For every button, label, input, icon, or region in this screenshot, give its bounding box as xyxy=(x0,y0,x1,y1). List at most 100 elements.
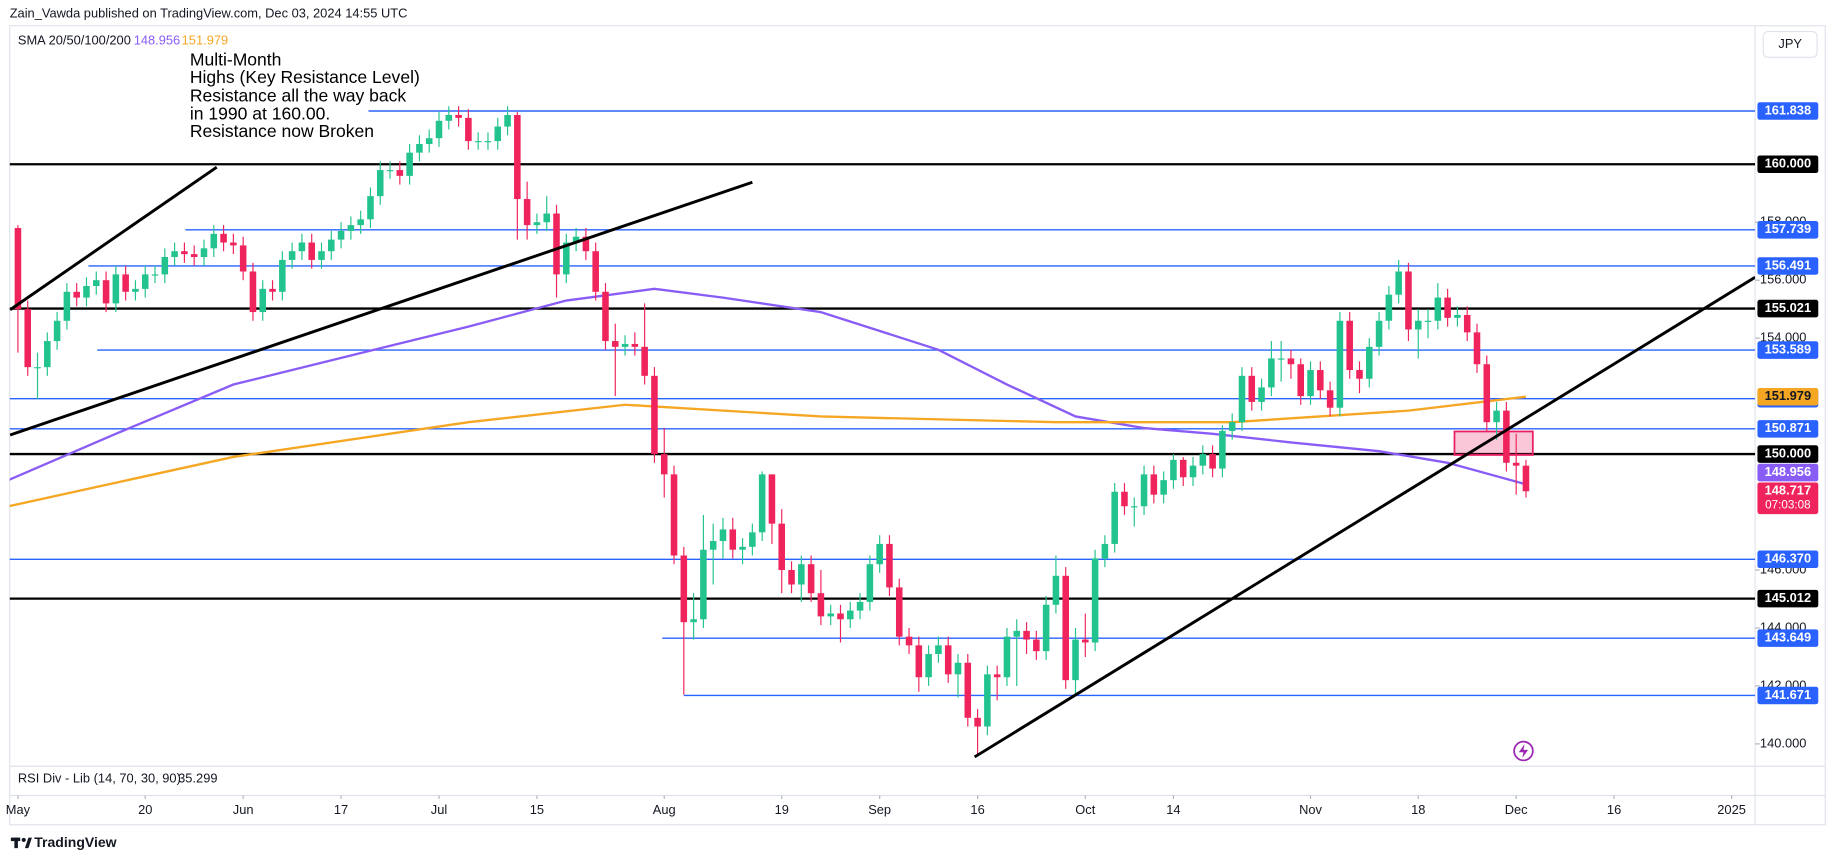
x-tick-label: 18 xyxy=(1411,802,1425,817)
candle-body xyxy=(1434,297,1442,321)
candle-body xyxy=(866,564,874,602)
candle-body xyxy=(484,141,492,143)
candle-body xyxy=(1414,320,1422,330)
candle-body xyxy=(1130,506,1138,508)
price-box-label: 150.000 xyxy=(1765,445,1811,460)
annotation-line: in 1990 at 160.00. xyxy=(190,103,330,123)
candle-body xyxy=(406,152,413,176)
alert-icon[interactable] xyxy=(1513,740,1534,762)
annotation: Multi-Month Highs (Key Resistance Level)… xyxy=(190,49,420,140)
candle-body xyxy=(533,222,541,226)
currency-button[interactable] xyxy=(1762,31,1818,58)
candle-body xyxy=(44,341,51,368)
candle-body xyxy=(425,138,433,144)
trendline xyxy=(973,276,1756,759)
candle-body xyxy=(1013,630,1021,637)
candle-body xyxy=(847,610,854,620)
price-box xyxy=(1757,155,1819,174)
candle-body xyxy=(112,274,120,304)
price-box xyxy=(1757,221,1819,239)
candle-body xyxy=(1277,358,1285,360)
price-box xyxy=(1757,445,1819,463)
candle-body xyxy=(1366,346,1373,379)
x-tick-label: Sep xyxy=(868,802,891,817)
candle-body xyxy=(1111,491,1118,544)
candle-body xyxy=(1062,575,1069,681)
candle-body xyxy=(1395,271,1402,295)
candle-body xyxy=(347,225,355,231)
candle-body xyxy=(1385,294,1393,321)
alert-bolt[interactable] xyxy=(1518,744,1529,759)
candle-body xyxy=(1336,320,1344,408)
candle-body xyxy=(1493,410,1500,423)
candle-body xyxy=(1297,364,1305,397)
x-tick-label: Nov xyxy=(1299,802,1322,817)
annotation-line: Resistance all the way back xyxy=(190,86,407,106)
candle-body xyxy=(837,613,844,620)
price-box-label: 157.739 xyxy=(1765,221,1811,236)
logo-part xyxy=(14,837,18,849)
candle-body xyxy=(445,114,453,121)
x-tick-label: 15 xyxy=(530,802,544,817)
price-box-label: 141.671 xyxy=(1765,687,1811,702)
candle-body xyxy=(455,114,462,118)
trendline xyxy=(9,165,218,311)
y-tick-label: 140.000 xyxy=(1760,735,1806,750)
candle-body xyxy=(24,309,32,368)
candle-body xyxy=(200,248,208,258)
candle-body xyxy=(651,375,658,455)
alert-circle[interactable] xyxy=(1513,740,1534,762)
rsi-label: RSI Div - Lib (14, 70, 30, 90) xyxy=(18,771,181,786)
candle-body xyxy=(1444,297,1451,318)
x-tick-label: 16 xyxy=(970,802,984,817)
rsi-value: 35.299 xyxy=(178,771,217,786)
candle-body xyxy=(1170,459,1177,481)
indicator-label: SMA 20/50/100/200 xyxy=(18,32,131,47)
price-box-label: 153.589 xyxy=(1765,341,1811,356)
price-box-label: 145.012 xyxy=(1765,590,1811,605)
chart-frame xyxy=(9,25,1826,826)
price-box-label: 143.649 xyxy=(1765,630,1811,645)
candle-body xyxy=(690,619,697,623)
candle-body xyxy=(1483,364,1491,423)
candle-body xyxy=(807,564,815,594)
candle-body xyxy=(1287,358,1295,365)
x-tick-label: 17 xyxy=(334,802,348,817)
x-tick-label: Oct xyxy=(1075,802,1095,817)
annotation-line: Resistance now Broken xyxy=(190,121,374,141)
candle-body xyxy=(190,254,198,258)
x-tick-label: 19 xyxy=(775,802,789,817)
candle-body xyxy=(572,236,580,243)
logo-part xyxy=(21,837,26,843)
candle-body xyxy=(239,245,247,272)
price-box-label: 156.491 xyxy=(1765,257,1811,272)
candle-body xyxy=(474,141,482,143)
candle-body xyxy=(161,257,169,275)
candle-body xyxy=(905,636,913,646)
candle-body xyxy=(935,645,942,655)
candle-body xyxy=(1140,474,1148,507)
brand-logo xyxy=(10,837,32,849)
candle-body xyxy=(778,523,786,571)
price-scale: 140.000142.000144.000146.000154.000156.0… xyxy=(1755,102,1819,750)
candle-body xyxy=(141,274,149,289)
candle-body xyxy=(1258,387,1265,402)
candle-body xyxy=(151,274,159,276)
candle-body xyxy=(249,271,257,313)
candle-body xyxy=(563,242,570,275)
candle-body xyxy=(1228,422,1236,431)
x-tick-label: 2025 xyxy=(1717,802,1746,817)
candle-body xyxy=(1091,558,1099,643)
candle-body xyxy=(817,593,825,617)
candle-body xyxy=(1463,314,1471,333)
x-tick-label: 20 xyxy=(138,802,152,817)
candle-body xyxy=(494,126,502,142)
countdown: 07:03:08 xyxy=(1765,498,1810,511)
candle-body xyxy=(514,114,521,200)
currency-label[interactable]: JPY xyxy=(1778,36,1802,51)
candle-body xyxy=(504,114,511,127)
candle-body xyxy=(1356,370,1363,379)
candle-body xyxy=(974,717,981,727)
x-tick-label: 16 xyxy=(1607,802,1621,817)
